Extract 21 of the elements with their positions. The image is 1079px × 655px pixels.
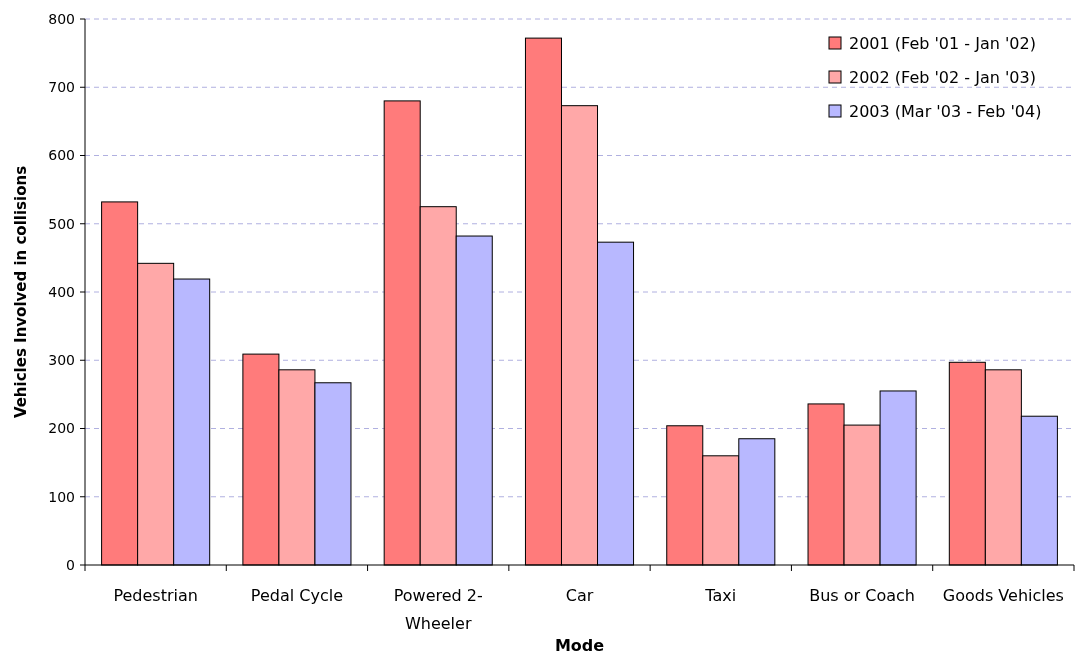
x-axis-title: Mode xyxy=(554,636,605,655)
y-tick-label: 0 xyxy=(66,556,75,573)
y-tick-label: 800 xyxy=(48,10,75,27)
legend-label: 2003 (Mar '03 - Feb '04) xyxy=(849,101,1042,121)
legend-label: 2001 (Feb '01 - Jan '02) xyxy=(849,33,1036,53)
y-tick-label: 500 xyxy=(48,215,75,232)
y-tick-label: 700 xyxy=(48,79,75,96)
y-tick-label: 300 xyxy=(48,352,75,369)
x-tick-label: Pedal Cycle xyxy=(250,586,343,605)
x-tick-label: Bus or Coach xyxy=(809,586,915,605)
y-tick-label: 200 xyxy=(48,420,75,437)
x-tick-label: Powered 2-Wheeler xyxy=(393,586,483,633)
y-axis-title: Vehicles Involved in collisions xyxy=(12,165,30,419)
x-tick-label: Car xyxy=(565,586,594,605)
y-tick-label: 100 xyxy=(48,488,75,505)
x-tick-label: Taxi xyxy=(704,586,737,605)
y-tick-label: 400 xyxy=(48,283,75,300)
x-tick-label: Pedestrian xyxy=(113,586,198,605)
legend-label: 2002 (Feb '02 - Jan '03) xyxy=(849,67,1036,87)
y-tick-label: 600 xyxy=(48,147,75,164)
x-tick-label: Goods Vehicles xyxy=(942,586,1064,605)
